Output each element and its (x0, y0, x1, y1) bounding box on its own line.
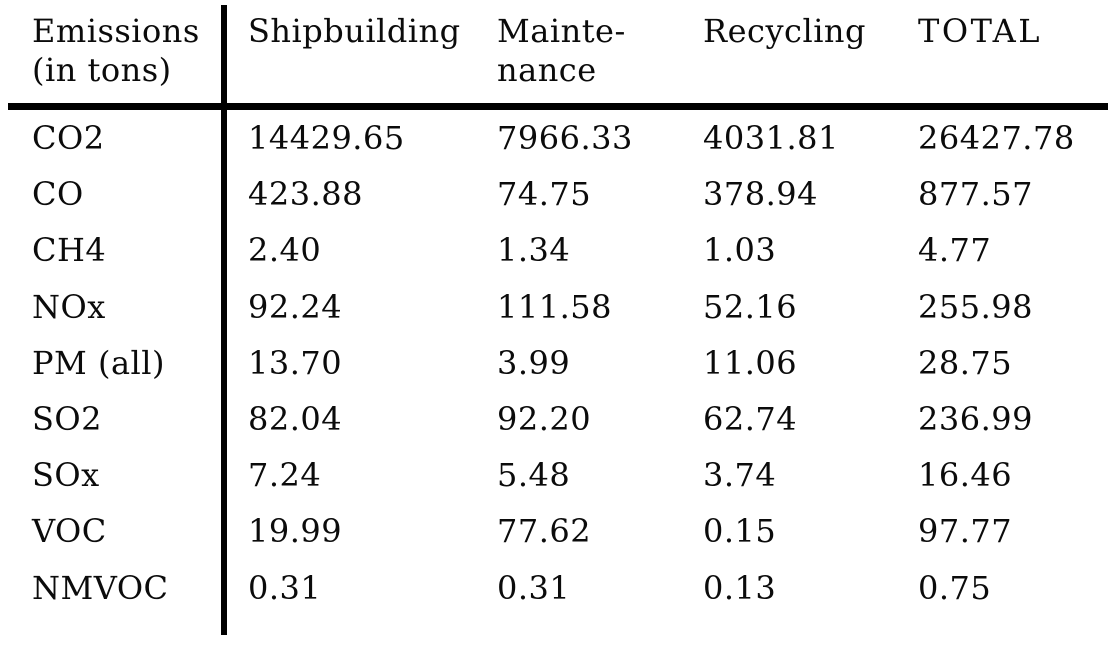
row-label: NOx (32, 287, 106, 326)
table-row-co2: CO2 14429.65 7966.33 4031.81 26427.78 (32, 110, 1116, 166)
table-cell: 7966.33 (497, 119, 633, 158)
corner-header-cell: Emissions (in tons) (32, 12, 248, 90)
row-label: PM (all) (32, 343, 165, 382)
table-cell: 236.99 (918, 400, 1033, 439)
column-header-total: TOTAL (918, 12, 1043, 50)
table-row-co: CO 423.88 74.75 378.94 877.57 (32, 166, 1116, 222)
table-cell: 62.74 (703, 400, 798, 439)
table-cell: 11.06 (703, 343, 798, 382)
table-row-so2: SO2 82.04 92.20 62.74 236.99 (32, 391, 1116, 447)
table-cell: 0.13 (703, 568, 777, 607)
table-cell: 19.99 (248, 512, 343, 551)
table-row-voc: VOC 19.99 77.62 0.15 97.77 (32, 503, 1116, 559)
table-cell: 13.70 (248, 343, 343, 382)
table-cell: 97.77 (918, 512, 1013, 551)
table-cell: 0.15 (703, 512, 777, 551)
row-label: VOC (32, 512, 107, 551)
corner-header-line2: (in tons) (32, 51, 172, 89)
table-row-ch4: CH4 2.40 1.34 1.03 4.77 (32, 222, 1116, 278)
table-cell: 3.99 (497, 343, 571, 382)
table-cell: 423.88 (248, 175, 363, 214)
column-header-shipbuilding: Shipbuilding (248, 12, 461, 50)
table-header: Emissions (in tons) Shipbuilding Mainte-… (32, 0, 1116, 103)
table-cell: 378.94 (703, 175, 818, 214)
column-divider-rule (221, 5, 227, 635)
row-label: CO2 (32, 119, 105, 158)
table-cell: 92.24 (248, 287, 343, 326)
table-cell: 4.77 (918, 231, 992, 270)
table-cell: 0.75 (918, 568, 992, 607)
table-cell: 14429.65 (248, 119, 405, 158)
table-cell: 877.57 (918, 175, 1033, 214)
table-cell: 4031.81 (703, 119, 839, 158)
column-header-maintenance: Mainte- nance (497, 12, 626, 89)
table-cell: 82.04 (248, 400, 343, 439)
column-header-recycling: Recycling (703, 12, 867, 50)
row-label: CO (32, 175, 84, 214)
table-cell: 111.58 (497, 287, 612, 326)
table-body: CO2 14429.65 7966.33 4031.81 26427.78 CO… (32, 110, 1116, 616)
table-cell: 74.75 (497, 175, 592, 214)
table-cell: 28.75 (918, 343, 1013, 382)
table-cell: 92.20 (497, 400, 592, 439)
corner-header-line1: Emissions (32, 12, 200, 50)
table-cell: 2.40 (248, 231, 322, 270)
table-cell: 26427.78 (918, 119, 1075, 158)
table-cell: 0.31 (248, 568, 322, 607)
table-cell: 255.98 (918, 287, 1033, 326)
header-divider-rule (8, 103, 1108, 110)
table-cell: 52.16 (703, 287, 798, 326)
table-cell: 7.24 (248, 456, 322, 495)
table-cell: 1.03 (703, 231, 777, 270)
row-label: SO2 (32, 400, 103, 439)
table-row-pm-all: PM (all) 13.70 3.99 11.06 28.75 (32, 335, 1116, 391)
table-cell: 3.74 (703, 456, 777, 495)
table-cell: 16.46 (918, 456, 1013, 495)
table-row-nox: NOx 92.24 111.58 52.16 255.98 (32, 279, 1116, 335)
row-label: NMVOC (32, 568, 169, 607)
row-label: SOx (32, 456, 100, 495)
table-row-sox: SOx 7.24 5.48 3.74 16.46 (32, 447, 1116, 503)
table-cell: 77.62 (497, 512, 592, 551)
table-row-nmvoc: NMVOC 0.31 0.31 0.13 0.75 (32, 560, 1116, 616)
row-label: CH4 (32, 231, 107, 270)
table-cell: 1.34 (497, 231, 571, 270)
table-cell: 0.31 (497, 568, 571, 607)
table-cell: 5.48 (497, 456, 571, 495)
